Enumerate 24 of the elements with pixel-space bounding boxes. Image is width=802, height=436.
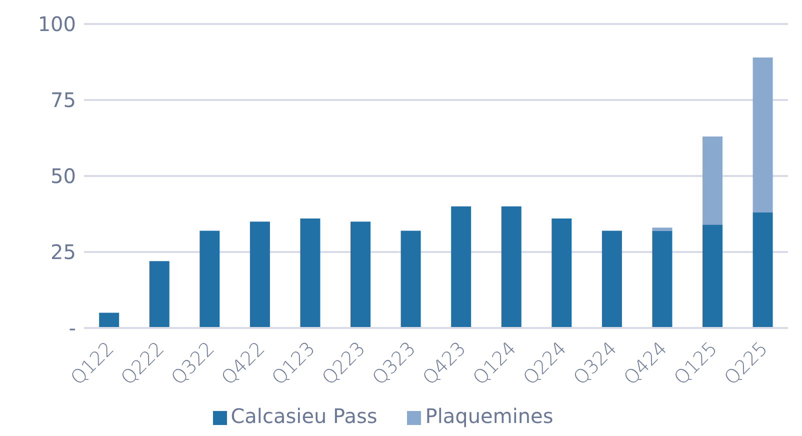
bar xyxy=(350,222,371,328)
bar xyxy=(300,218,320,328)
bar xyxy=(652,228,672,231)
y-tick-label: - xyxy=(68,316,76,340)
y-tick-label: 100 xyxy=(38,12,76,36)
bar xyxy=(99,312,120,328)
y-tick-label: 25 xyxy=(50,240,76,264)
bar xyxy=(400,230,421,328)
bar xyxy=(602,230,622,328)
bar xyxy=(250,222,270,328)
bar xyxy=(702,136,723,225)
legend-label: Plaquemines xyxy=(425,404,554,428)
y-tick-label: 50 xyxy=(50,164,76,188)
bar xyxy=(451,206,472,328)
bar xyxy=(200,230,220,328)
bar xyxy=(702,224,723,328)
bar xyxy=(501,206,522,328)
bar xyxy=(752,212,773,328)
legend-label: Calcasieu Pass xyxy=(230,404,378,428)
bar xyxy=(149,261,170,328)
bar xyxy=(552,218,572,328)
bar xyxy=(652,230,672,328)
y-tick-label: 75 xyxy=(50,88,76,112)
bar xyxy=(752,57,773,212)
